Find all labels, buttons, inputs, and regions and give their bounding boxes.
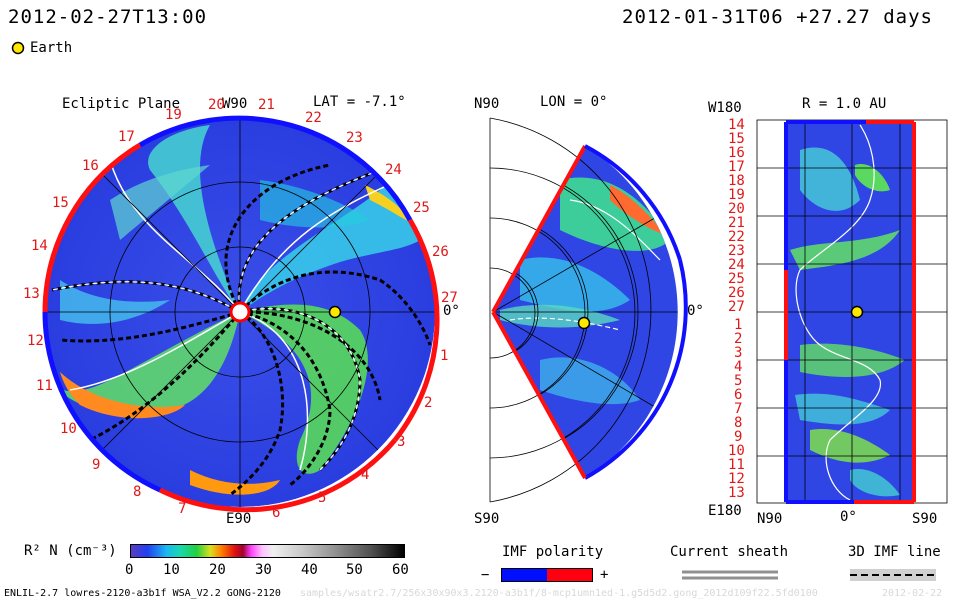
sun-marker-icon — [229, 301, 251, 323]
one-au-title: R = 1.0 AU — [802, 96, 887, 112]
current-sheath-label: Current sheath — [670, 544, 789, 560]
lat-label: LAT = -7.1° — [313, 94, 406, 110]
colorbar-label: R² N (cm⁻³) — [24, 543, 117, 559]
imf-plus-label: + — [600, 567, 609, 583]
ecliptic-bottom-label: E90 — [226, 511, 252, 527]
one-au-top-left: W180 — [708, 100, 742, 116]
one-au-bottom-s90: S90 — [912, 511, 938, 527]
one-au-bottom-left: E180 — [708, 503, 742, 519]
lon-label: LON = 0° — [540, 94, 608, 110]
one-au-bottom-n90: N90 — [757, 511, 783, 527]
model-info: ENLIL-2.7 lowres-2120-a3b1f WSA_V2.2 GON… — [4, 588, 281, 599]
density-colorbar — [130, 544, 405, 558]
imf-line-label: 3D IMF line — [848, 544, 941, 560]
imf-polarity-label: IMF polarity — [502, 544, 604, 560]
earth-marker-icon — [850, 305, 864, 319]
run-path-watermark: samples/wsatr2.7/256x30x90x3.2120-a3b1f/… — [300, 588, 818, 599]
imf-polarity-bar — [501, 568, 593, 582]
ecliptic-title: Ecliptic Plane — [62, 96, 181, 112]
ecliptic-density-map — [45, 117, 435, 507]
earth-marker-icon — [328, 305, 342, 319]
ecliptic-right-label: 0° — [443, 303, 460, 319]
one-au-bottom-zero: 0° — [840, 509, 857, 525]
model-time: 2012-02-27T13:00 — [8, 6, 208, 28]
imf-minus-label: − — [481, 567, 490, 583]
run-date-watermark: 2012-02-22 — [882, 588, 943, 599]
earth-marker-icon — [577, 316, 591, 330]
meridional-bottom-label: S90 — [474, 511, 500, 527]
ecliptic-top-label: W90 — [222, 96, 248, 112]
run-time-offset: 2012-01-31T06 +27.27 days — [622, 6, 933, 28]
meridional-top-label: N90 — [474, 96, 500, 112]
earth-marker-icon — [11, 41, 25, 55]
meridional-right-label: 0° — [687, 303, 704, 319]
earth-legend-label: Earth — [30, 40, 73, 56]
